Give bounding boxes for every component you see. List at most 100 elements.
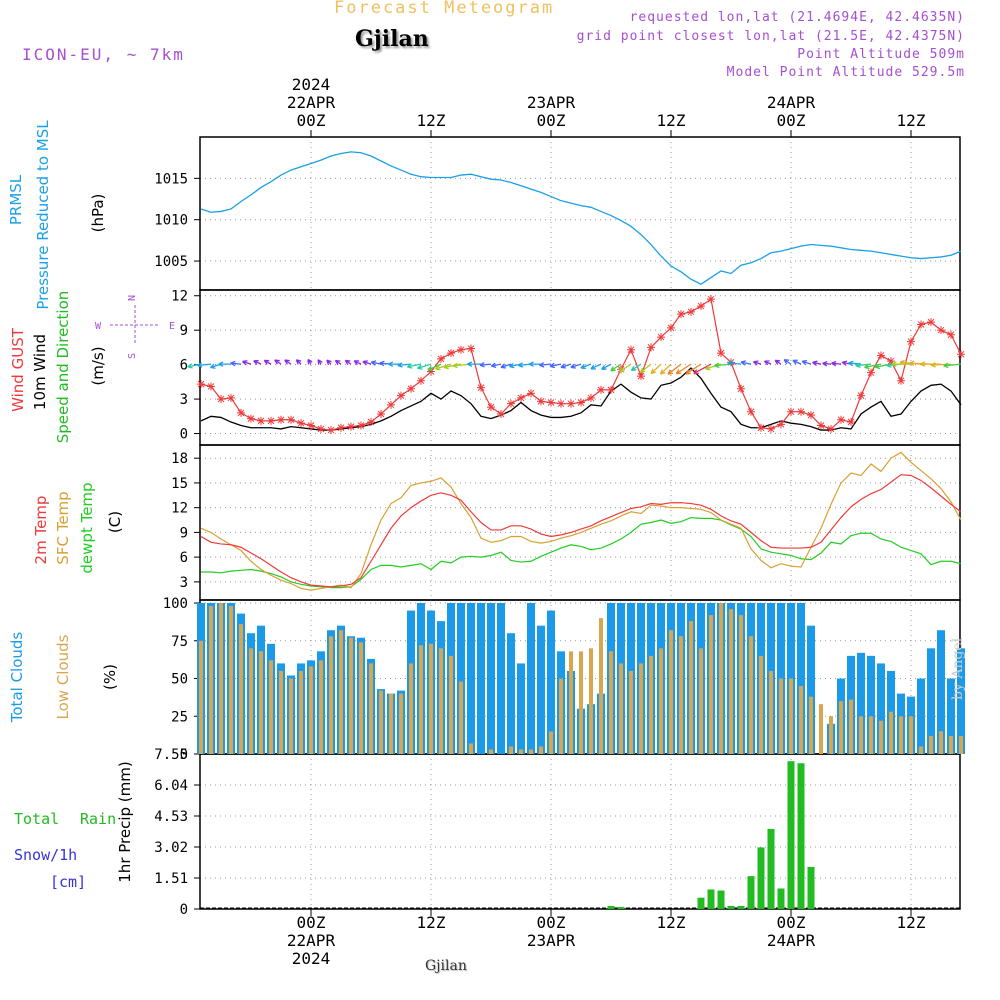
low-cloud-bar: [729, 609, 733, 754]
clouds-y-tick-label: 75: [171, 634, 188, 650]
precip-label: 1hr Precip (mm): [116, 761, 134, 882]
gust-marker: [247, 414, 255, 423]
snow-unit: [cm]: [50, 873, 86, 891]
bottom-time-label: 12Z: [657, 913, 686, 932]
low-cloud-bar: [809, 696, 813, 754]
wind-direction-arrow: [570, 363, 582, 369]
gust-marker: [697, 302, 705, 311]
wind-direction-arrow: [714, 362, 732, 369]
low-cloud-bar: [579, 651, 583, 754]
gust-marker: [837, 415, 845, 424]
clouds-y-tick-label: 0: [180, 747, 188, 763]
wind-direction-arrow: [639, 363, 652, 374]
wind-direction-arrow: [344, 359, 352, 366]
gust-marker: [537, 397, 545, 406]
wind-direction-arrow: [753, 360, 762, 366]
wind-direction-arrow: [783, 358, 792, 365]
wind-direction-arrow: [218, 361, 231, 367]
rain-bar: [717, 890, 725, 909]
top-time-label: 12Z: [897, 111, 926, 130]
wind-direction-arrow: [930, 362, 952, 368]
wind-direction-arrow: [675, 363, 692, 375]
total-cloud-bar: [457, 603, 465, 754]
wind-direction-arrow: [295, 359, 302, 365]
pressure-line: [200, 151, 962, 285]
total-cloud-bar: [777, 603, 785, 754]
precip-y-tick-label: 1.51: [154, 871, 188, 887]
gust-marker: [357, 421, 365, 430]
panels-layer: [187, 130, 965, 916]
gust-marker: [477, 383, 485, 392]
wind-direction-arrow: [539, 362, 552, 368]
low-cloud-bar: [309, 666, 313, 754]
temperature-y-tick-label: 12: [171, 501, 188, 517]
rain-bar: [727, 905, 735, 909]
wind-direction-arrow: [490, 362, 502, 368]
wind-direction-arrow: [467, 361, 481, 367]
temp-unit: (C): [106, 511, 124, 533]
gust-label: Wind GUST: [9, 327, 27, 412]
low-cloud-bar: [509, 746, 513, 754]
low-cloud-bar: [859, 716, 863, 754]
gust-marker: [897, 376, 905, 385]
wind-y-tick-label: 6: [180, 358, 188, 374]
low-cloud-bar: [219, 603, 223, 754]
gust-marker: [307, 421, 315, 430]
temperature-frame: [199, 444, 961, 601]
wind-direction-arrow: [822, 360, 832, 367]
gust-marker: [327, 426, 335, 435]
temperature-y-tick-label: 6: [180, 550, 188, 566]
wind-direction-arrow: [812, 360, 822, 366]
precip-y-tick-label: 3.02: [154, 840, 188, 856]
low-cloud-bar: [649, 655, 653, 754]
gust-marker: [347, 422, 355, 431]
low-cloud-bar: [349, 637, 353, 754]
gust-marker: [457, 345, 465, 354]
direction-label: Speed and Direction: [54, 291, 72, 444]
gust-marker: [387, 400, 395, 409]
requested-coords: requested lon,lat (21.4694E, 42.4635N): [629, 10, 965, 25]
precip-y-tick-label: 6.04: [154, 778, 188, 794]
location-title: Gjilan: [355, 26, 429, 52]
gust-marker: [257, 416, 265, 425]
pressure-y-tick-label: 1015: [154, 171, 188, 187]
gust-marker: [557, 399, 565, 408]
gust-marker: [707, 295, 715, 304]
low-cloud-bar: [519, 749, 523, 754]
rain-bar: [707, 889, 715, 909]
low-cloud-bar: [909, 716, 913, 754]
dewpt-label: dewpt Temp: [78, 482, 96, 573]
gust-marker: [517, 393, 525, 402]
gust-marker: [597, 385, 605, 394]
precip-frame: [199, 753, 961, 910]
low-cloud-bar: [869, 716, 873, 754]
wind-direction-arrow: [362, 360, 372, 366]
precip-panel: [194, 753, 961, 910]
wind-direction-arrow: [230, 360, 242, 367]
gust-marker: [237, 408, 245, 417]
pressure-frame: [199, 136, 961, 291]
rain-bar: [767, 828, 775, 909]
pressure-label-long: Pressure Reduced to MSL: [34, 120, 52, 310]
gust-marker: [547, 398, 555, 407]
top-time-label: 00Z: [297, 111, 326, 130]
gust-marker: [637, 372, 645, 381]
low-cloud-bar: [249, 648, 253, 754]
low-cloud-bar: [459, 681, 463, 754]
low-cloud-bar: [319, 660, 323, 754]
gust-marker: [857, 391, 865, 400]
wind-direction-arrow: [685, 363, 702, 375]
top-time-label: 23APR: [527, 93, 576, 112]
rain-bar: [777, 888, 785, 909]
temp-2m-line: [200, 474, 962, 588]
bottom-time-label: 00Z: [777, 913, 806, 932]
bottom-time-label: 2024: [292, 949, 331, 968]
model-altitude: Model Point Altitude 529.5m: [726, 65, 965, 80]
low-cloud-bar: [949, 735, 953, 754]
wind-direction-arrow: [727, 360, 742, 366]
wind-panel: [194, 289, 961, 446]
gust-marker: [757, 423, 765, 432]
low-cloud-bar: [279, 670, 283, 754]
wind-direction-arrow: [334, 359, 342, 366]
low-cloud-bar: [629, 670, 633, 754]
